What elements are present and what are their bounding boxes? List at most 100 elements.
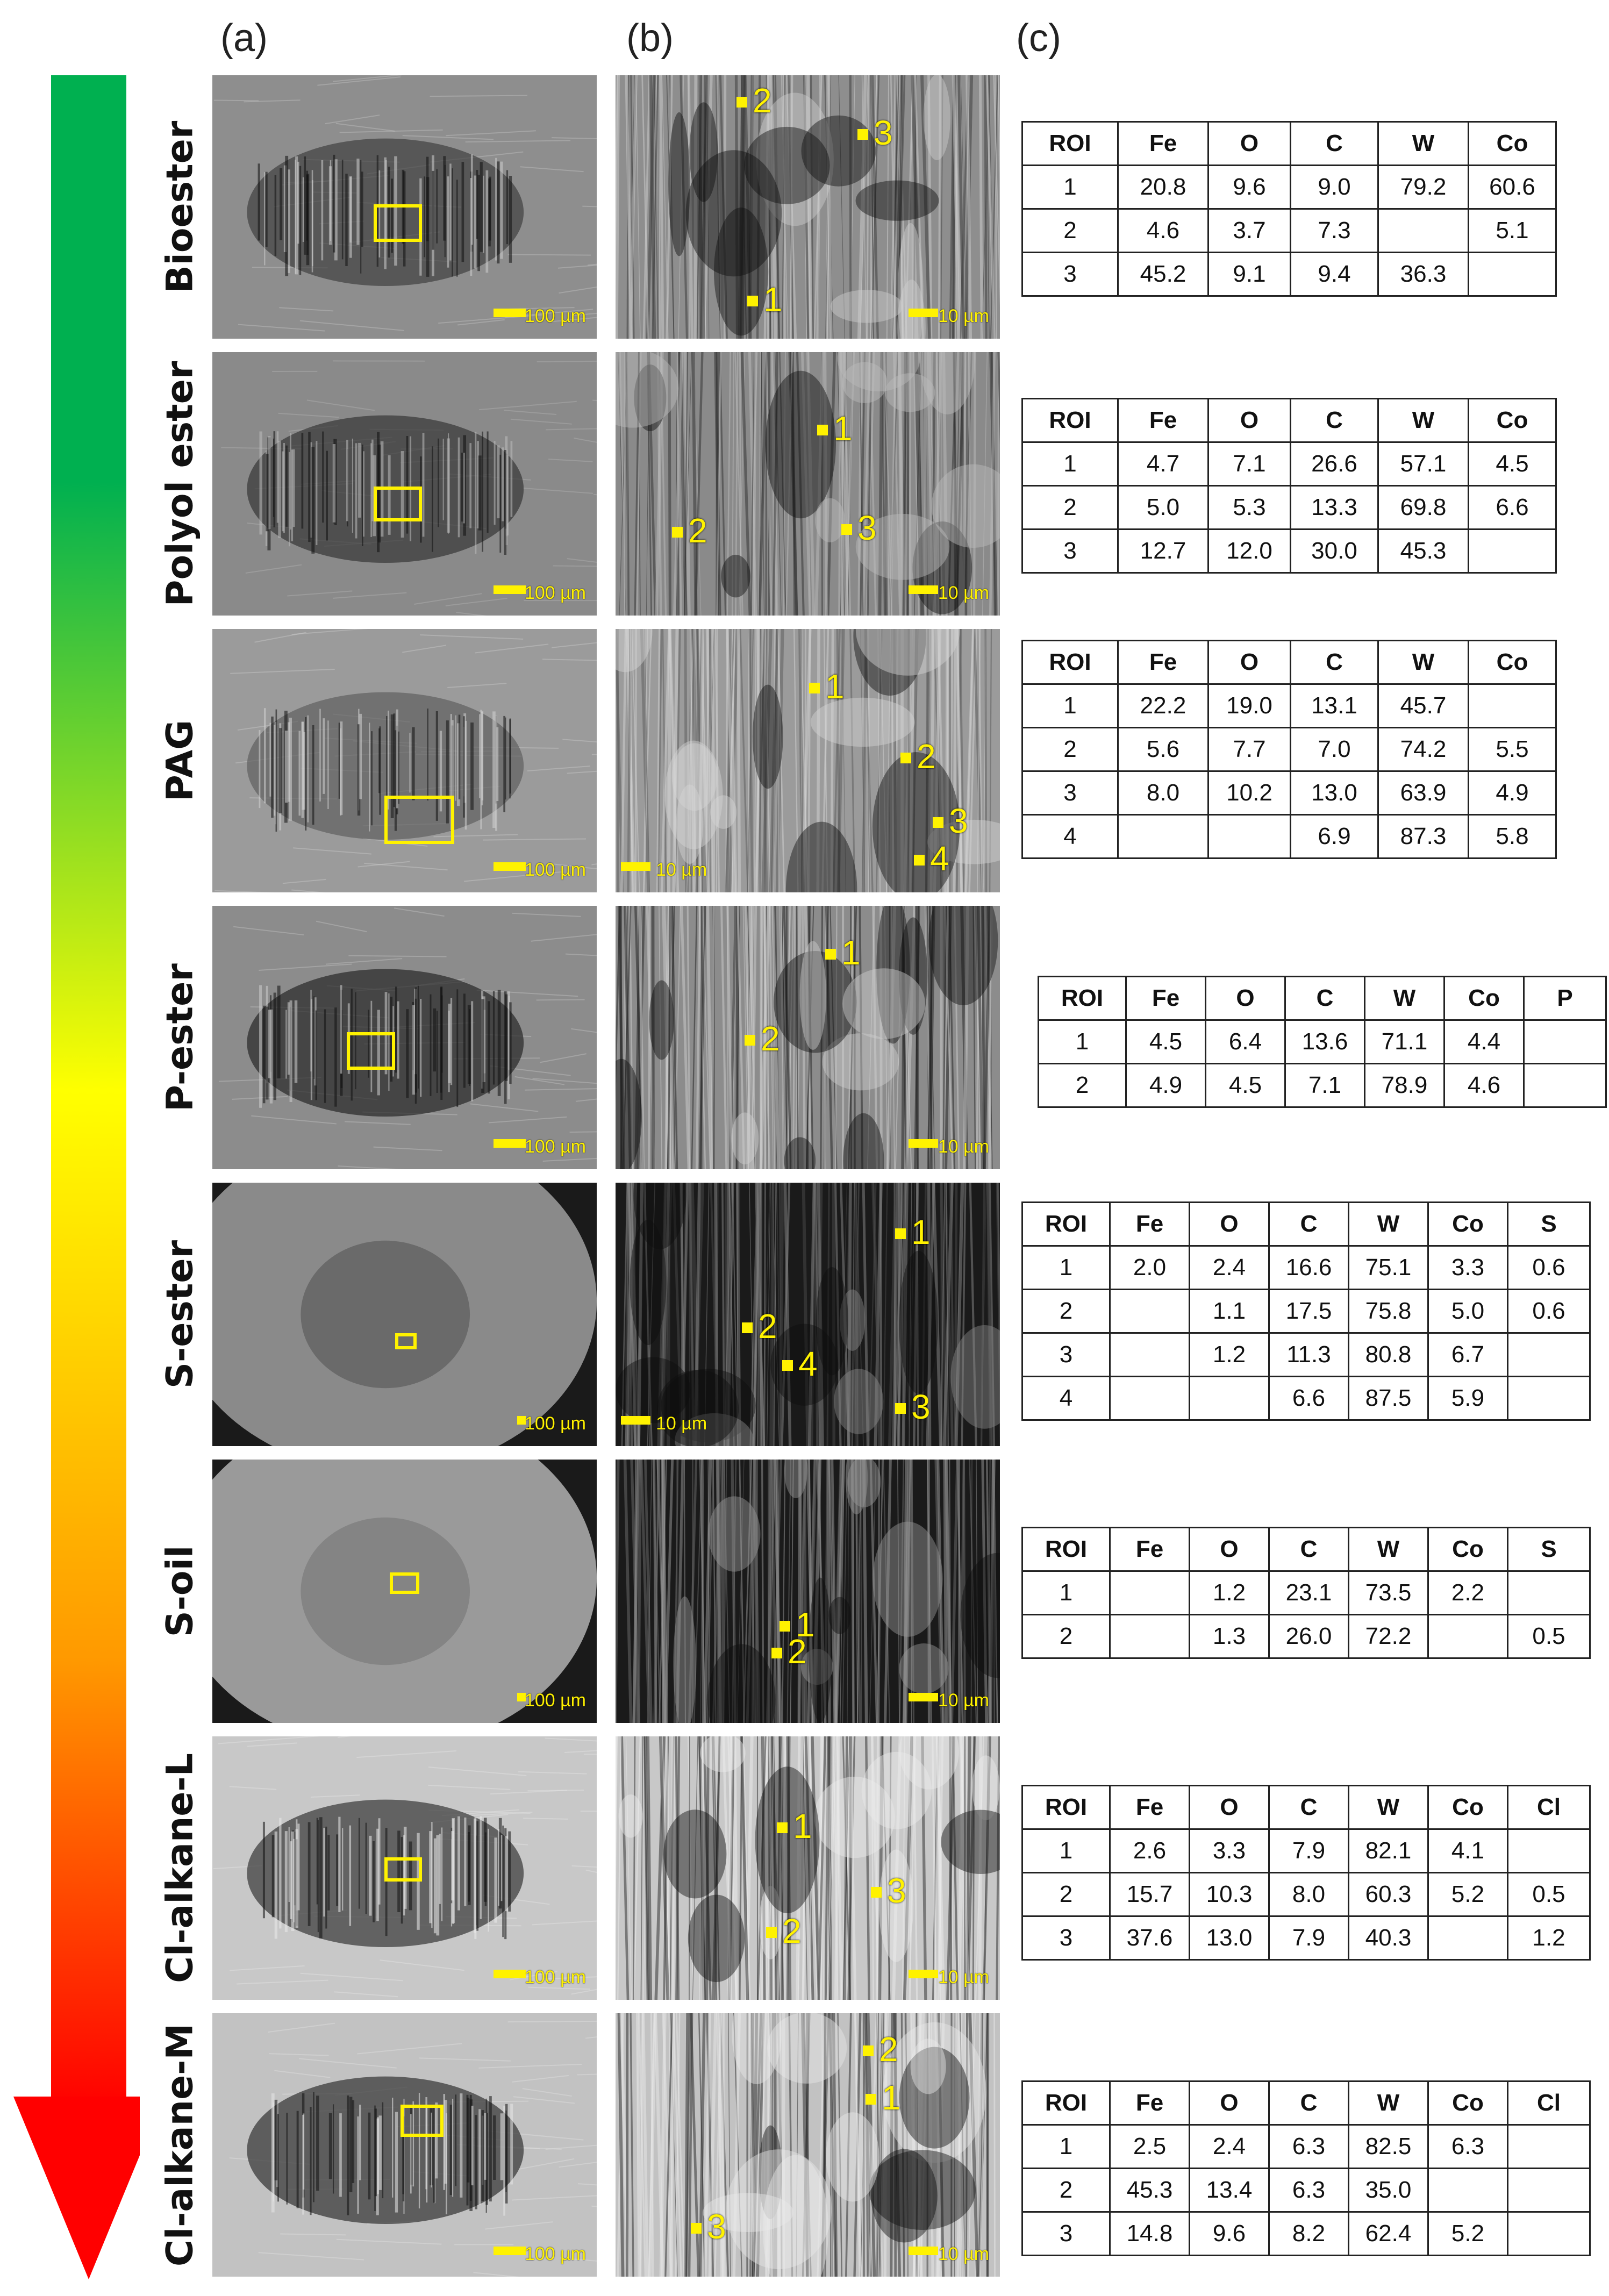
surface-scratch	[510, 1971, 557, 1980]
surface-patch	[960, 1553, 1000, 1678]
sliding-track	[636, 352, 642, 616]
surface-scratch	[287, 590, 353, 597]
sem-image-texture	[616, 75, 1000, 339]
sliding-track	[666, 75, 673, 339]
table-row: 1 2.0 2.4 16.6 75.1 3.3 0.6	[1021, 1245, 1591, 1290]
sliding-track	[796, 906, 799, 1169]
surface-scratch	[552, 137, 597, 139]
scale-100um-label: 100 µm	[524, 306, 586, 326]
surface-scratch	[478, 2063, 582, 2069]
roi-point-marker	[691, 2223, 702, 2234]
table-header-cell: ROI	[1021, 1201, 1111, 1247]
table-header-cell: Co	[1468, 640, 1557, 685]
sliding-track	[879, 906, 883, 1169]
sem-overview-image: 100 µm	[212, 75, 597, 339]
sliding-track	[752, 1460, 755, 1723]
sliding-track	[659, 75, 664, 339]
sliding-track	[722, 1736, 733, 2000]
scale-100um-bar	[517, 1693, 526, 1701]
table-header-cell: Cl	[1507, 1785, 1591, 1830]
table-header-cell: W	[1348, 2080, 1429, 2126]
sem-image-texture	[616, 629, 1000, 892]
roi-point-label: 4	[930, 839, 949, 878]
sliding-track	[913, 352, 924, 616]
sliding-track	[954, 352, 961, 616]
table-cell: 9.0	[1290, 164, 1379, 210]
sliding-track	[902, 352, 907, 616]
surface-patch	[765, 370, 836, 519]
surface-patch	[649, 980, 674, 1060]
table-header-cell: Co	[1468, 121, 1557, 166]
table-cell: 78.9	[1364, 1063, 1445, 1108]
sliding-track	[926, 1183, 935, 1446]
table-cell: 17.5	[1268, 1289, 1349, 1334]
surface-scratch	[357, 2043, 462, 2055]
sem-overview-image: 100 µm	[212, 352, 597, 616]
table-cell: 2.2	[1427, 1570, 1508, 1615]
table-cell	[1109, 1376, 1190, 1421]
surface-patch	[685, 150, 782, 277]
sliding-track	[763, 1183, 766, 1446]
surface-scratch	[536, 999, 585, 1001]
table-header-cell: Co	[1427, 2080, 1508, 2126]
sliding-track	[630, 629, 633, 892]
table-header-cell: Co	[1443, 976, 1525, 1021]
sliding-track	[704, 1183, 710, 1446]
table-cell: 30.0	[1290, 528, 1379, 574]
sliding-track	[845, 2013, 852, 2277]
table-cell	[1109, 1614, 1190, 1659]
row-label: S-oil	[151, 1460, 210, 1723]
sliding-track	[843, 1736, 848, 2000]
sliding-track	[640, 1460, 651, 1723]
sliding-track	[864, 2013, 869, 2277]
sliding-track	[686, 906, 691, 1169]
roi-point-label: 2	[761, 1019, 780, 1058]
sliding-track	[963, 1736, 966, 2000]
surface-scratch	[259, 963, 352, 971]
sliding-track	[731, 352, 734, 616]
sliding-track	[625, 352, 630, 616]
surface-scratch	[567, 770, 597, 774]
sliding-track	[659, 906, 662, 1169]
sliding-track	[926, 629, 931, 892]
sliding-track	[787, 75, 794, 339]
roi-box	[374, 487, 422, 521]
table-header-cell: Co	[1468, 398, 1557, 443]
sliding-track	[880, 629, 887, 892]
table-cell	[1507, 2124, 1591, 2169]
surface-scratch	[510, 418, 572, 425]
sliding-track	[736, 1460, 745, 1723]
surface-scratch	[470, 1103, 539, 1112]
sliding-track	[895, 75, 902, 339]
sliding-track	[905, 906, 908, 1169]
sliding-track	[692, 1736, 698, 2000]
sliding-track	[706, 75, 710, 339]
sliding-track	[964, 2013, 967, 2277]
table-cell: 3	[1021, 1332, 1111, 1377]
sliding-track	[847, 1460, 849, 1723]
table-row: 1 4.7 7.1 26.6 57.1 4.5	[1021, 441, 1557, 487]
surface-scratch	[344, 1121, 411, 1125]
sliding-track	[796, 1736, 801, 2000]
surface-patch	[785, 821, 857, 892]
sliding-track	[757, 1736, 767, 2000]
sliding-track	[902, 1183, 905, 1446]
sliding-track	[695, 906, 702, 1169]
sliding-track	[928, 906, 933, 1169]
sliding-track	[968, 2013, 979, 2277]
sliding-track	[812, 1460, 822, 1723]
table-cell	[1523, 1019, 1607, 1064]
table-cell: 5.0	[1117, 485, 1209, 530]
sliding-track	[925, 629, 929, 892]
sliding-track	[775, 629, 784, 892]
table-row: 1 2.6 3.3 7.9 82.1 4.1	[1021, 1828, 1591, 1873]
scale-10um-bar	[909, 309, 938, 317]
sliding-track	[877, 629, 881, 892]
surface-patch	[784, 1460, 807, 1498]
sliding-track	[657, 629, 663, 892]
roi-point-marker	[933, 817, 943, 828]
surface-scratch	[532, 1920, 597, 1926]
surface-scratch	[338, 1165, 405, 1169]
table-cell: 45.7	[1377, 683, 1469, 728]
sliding-track	[706, 1460, 714, 1723]
